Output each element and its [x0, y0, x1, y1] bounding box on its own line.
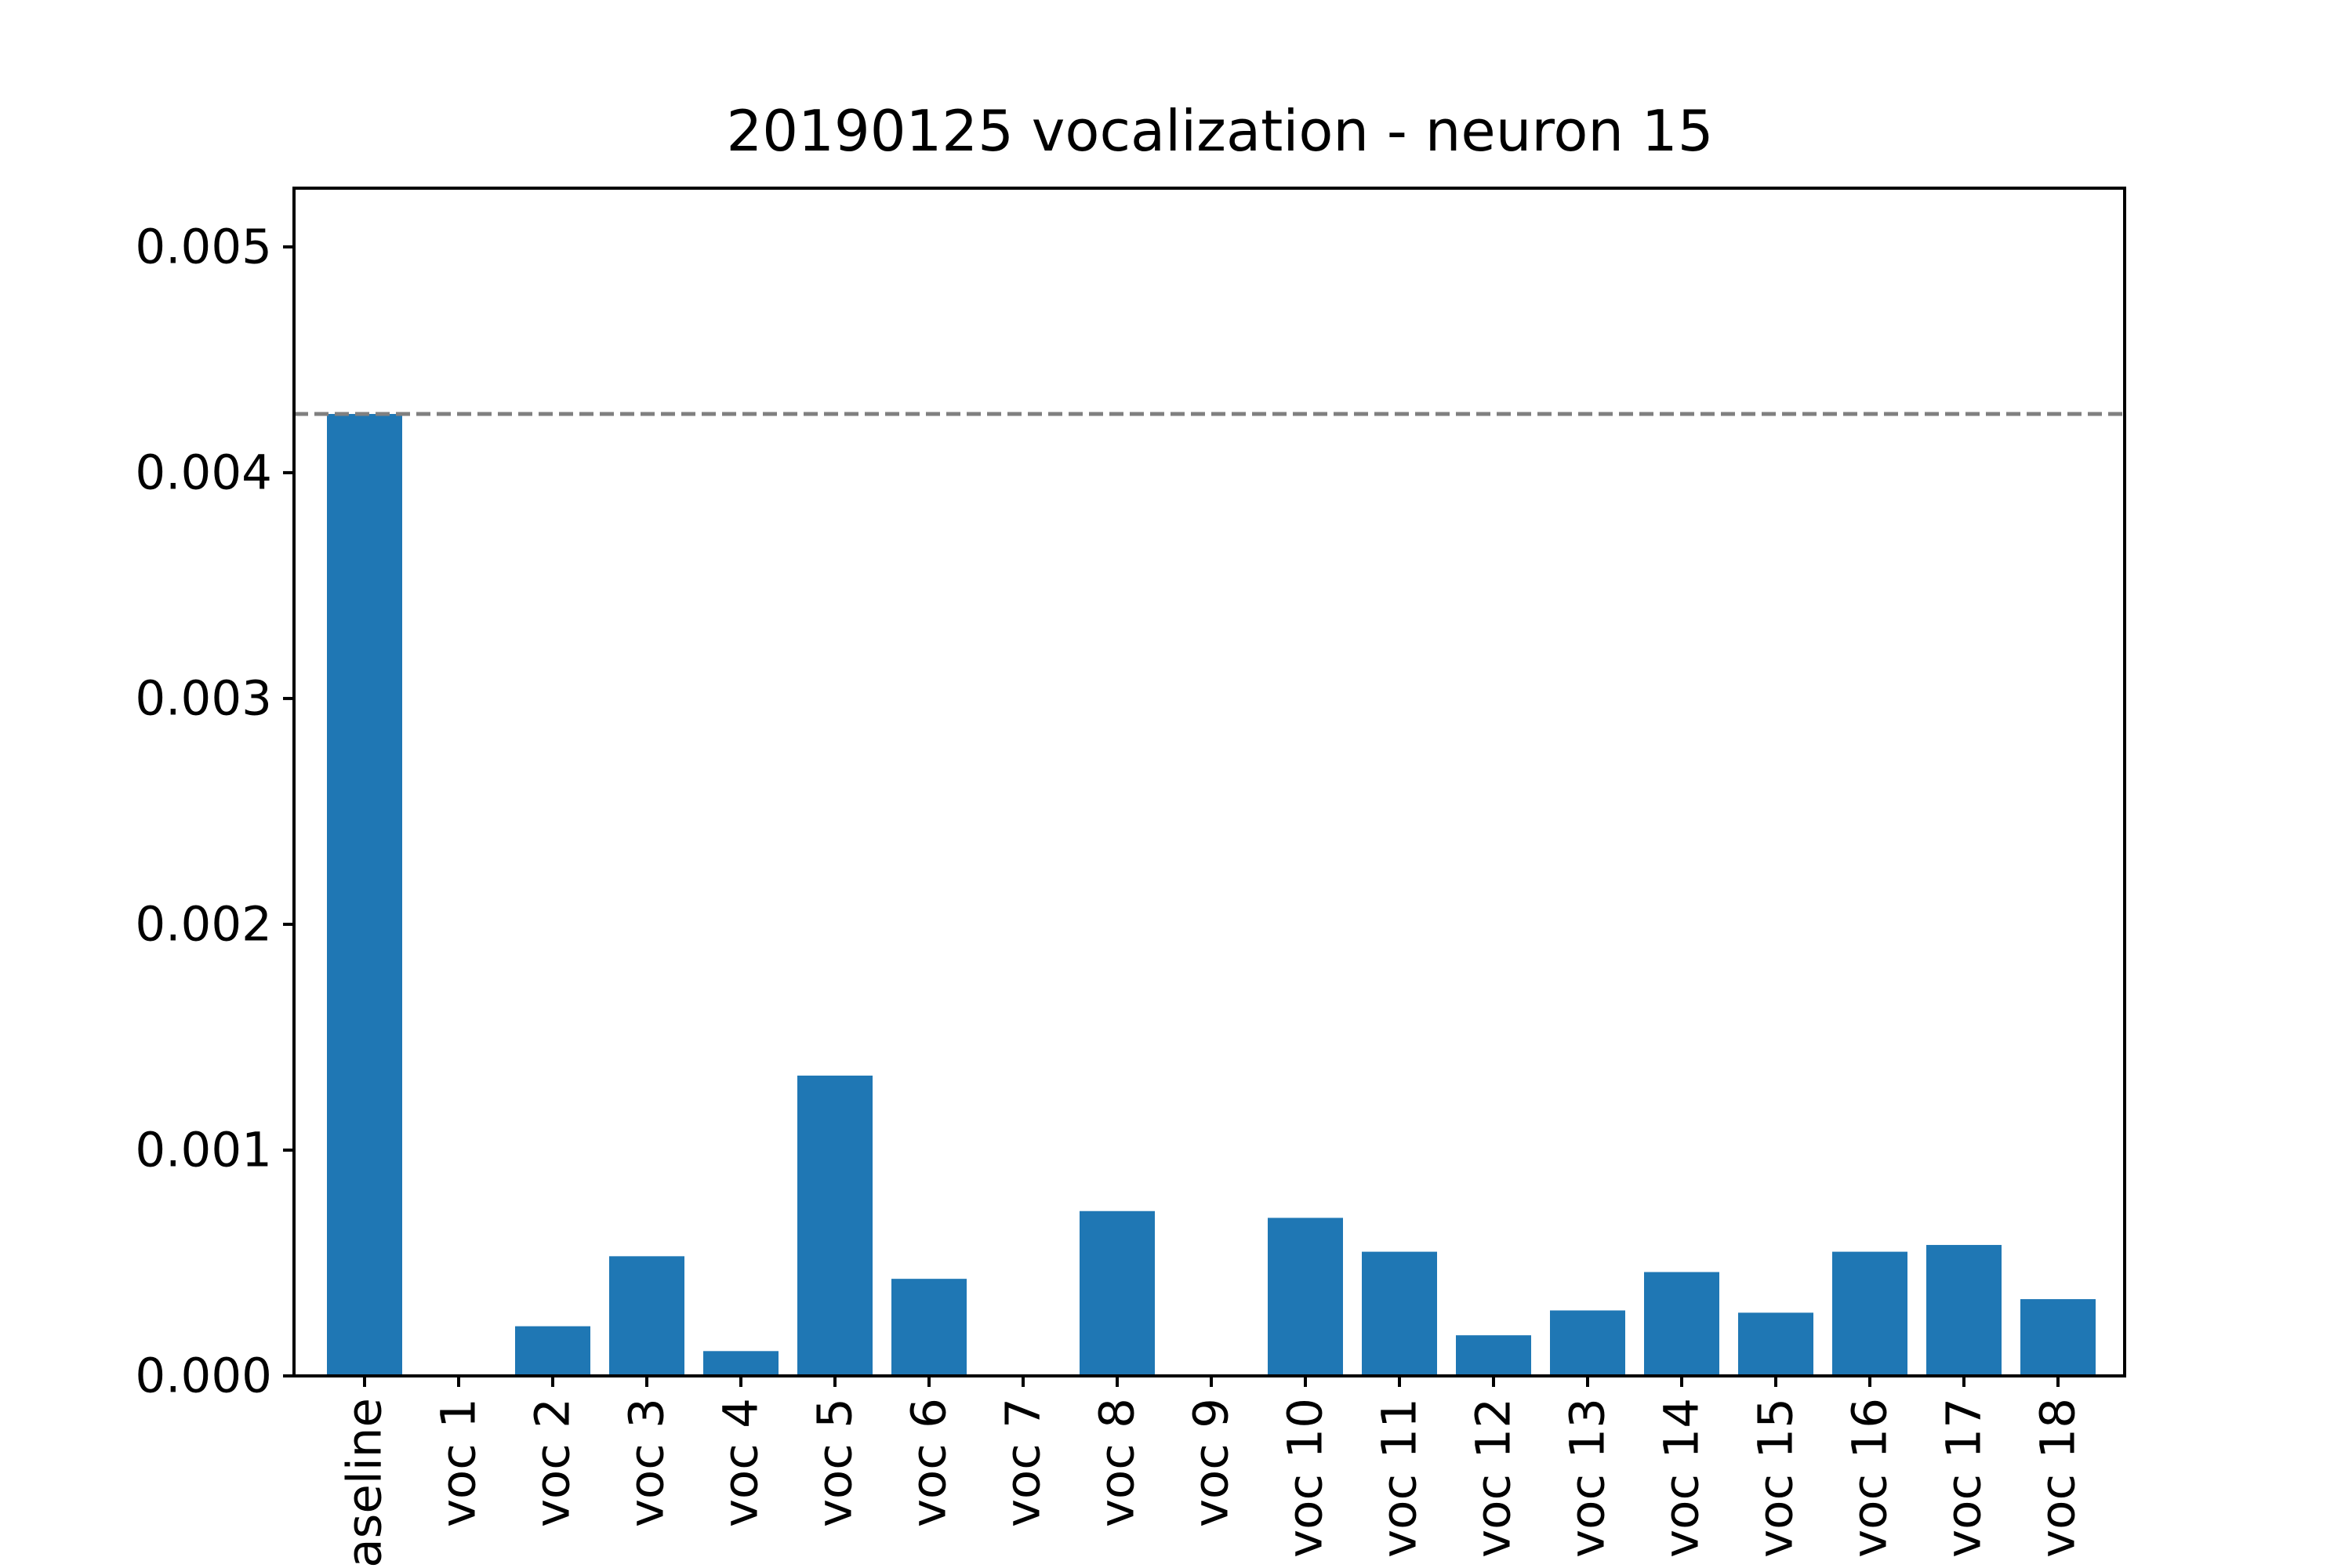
- bar: [703, 1351, 779, 1376]
- bar: [1926, 1244, 2002, 1376]
- y-tick-label: 0.004: [135, 445, 272, 500]
- x-tick-label: voc 18: [2031, 1398, 2086, 1558]
- bars-layer: [327, 414, 2096, 1376]
- plot-frame: [292, 187, 2126, 1377]
- y-tick-label: 0.001: [135, 1122, 272, 1178]
- x-tick-label: voc 2: [525, 1398, 581, 1527]
- bar: [1550, 1310, 1625, 1376]
- x-tick-label: voc 17: [1936, 1398, 1992, 1558]
- bar: [1832, 1251, 1907, 1376]
- x-tick-label: voc 13: [1560, 1398, 1616, 1558]
- y-tick-label: 0.000: [135, 1348, 272, 1404]
- x-tick-label: voc 15: [1748, 1398, 1804, 1558]
- bar: [797, 1075, 873, 1376]
- x-tick-label: voc 5: [808, 1398, 863, 1527]
- bar: [1738, 1312, 1813, 1376]
- bar: [2020, 1299, 2096, 1376]
- x-tick-label: Baseline: [337, 1398, 393, 1568]
- chart-title: 20190125 vocalization - neuron 15: [726, 98, 1713, 164]
- x-tick-label: voc 10: [1278, 1398, 1334, 1558]
- bar: [515, 1326, 590, 1376]
- bar: [327, 414, 402, 1376]
- bar: [609, 1256, 684, 1376]
- x-tick-label: voc 14: [1654, 1398, 1710, 1558]
- x-tick-label: voc 8: [1090, 1398, 1145, 1527]
- y-tick-label: 0.002: [135, 896, 272, 952]
- bar: [1456, 1335, 1531, 1376]
- x-tick-label: voc 1: [431, 1398, 487, 1527]
- x-tick-label: voc 11: [1372, 1398, 1428, 1558]
- x-axis: Baseline voc 1 voc 2 voc 3 voc 4 voc 5 voc 6 vo…: [337, 1376, 2086, 1568]
- bar: [1362, 1251, 1437, 1376]
- y-tick-label: 0.005: [135, 219, 272, 274]
- bar: [1644, 1272, 1719, 1376]
- x-tick-label: voc 4: [713, 1398, 769, 1527]
- bar: [1080, 1210, 1155, 1376]
- y-axis: 0.000 0.001 0.002 0.003 0.004 0.005: [135, 219, 294, 1404]
- bar: [891, 1279, 967, 1376]
- x-tick-label: voc 7: [996, 1398, 1051, 1527]
- x-tick-label: voc 3: [619, 1398, 675, 1527]
- y-tick-label: 0.003: [135, 670, 272, 726]
- bar: [1268, 1218, 1343, 1376]
- x-tick-label: voc 6: [902, 1398, 957, 1527]
- x-tick-label: voc 16: [1842, 1398, 1898, 1558]
- x-tick-label: voc 9: [1184, 1398, 1240, 1527]
- x-tick-label: voc 12: [1466, 1398, 1522, 1558]
